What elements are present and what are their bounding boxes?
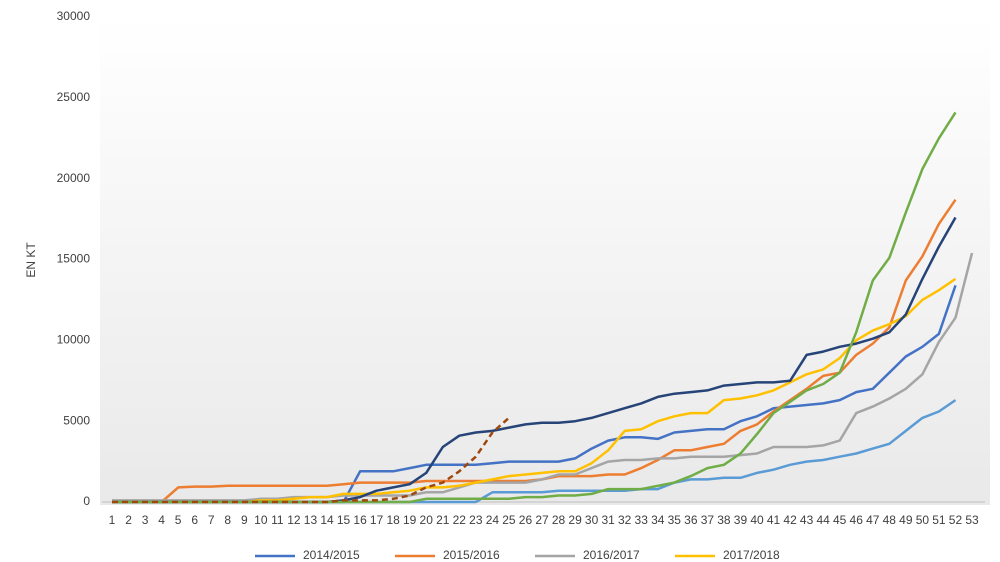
y-tick-label: 20000 [57,171,91,185]
y-tick-label: 5000 [63,413,90,427]
x-tick-label: 19 [403,513,417,527]
x-tick-label: 42 [783,513,797,527]
x-tick-label: 14 [320,513,334,527]
x-tick-label: 24 [486,513,500,527]
x-tick-label: 16 [353,513,367,527]
x-tick-label: 11 [271,513,284,527]
y-tick-label: 15000 [57,252,91,266]
x-tick-label: 15 [337,513,351,527]
x-tick-label: 7 [208,513,215,527]
x-tick-label: 29 [568,513,582,527]
x-tick-label: 34 [651,513,665,527]
x-tick-label: 40 [750,513,764,527]
x-tick-label: 36 [684,513,698,527]
x-tick-label: 4 [158,513,165,527]
x-tick-label: 6 [191,513,198,527]
x-tick-label: 41 [767,513,781,527]
x-tick-label: 39 [734,513,748,527]
x-tick-label: 13 [304,513,318,527]
y-tick-label: 0 [83,494,90,508]
x-tick-label: 26 [519,513,533,527]
series-line [112,252,974,502]
x-tick-label: 38 [717,513,731,527]
x-tick-label: 20 [420,513,434,527]
x-tick-label: 8 [224,513,231,527]
x-tick-label: 9 [241,513,248,527]
legend-label: 2015/2016 [443,548,500,562]
x-tick-label: 31 [601,513,615,527]
x-tick-label: 25 [502,513,516,527]
x-tick-label: 33 [635,513,649,527]
x-tick-label: 51 [932,513,946,527]
x-tick-label: 46 [850,513,864,527]
x-tick-label: 10 [254,513,268,527]
x-tick-label: 22 [453,513,467,527]
x-tick-label: 17 [370,513,384,527]
x-tick-label: 18 [386,513,400,527]
x-tick-label: 5 [175,513,182,527]
x-tick-label: 32 [618,513,632,527]
x-tick-label: 52 [949,513,963,527]
x-tick-label: 28 [552,513,566,527]
x-tick-label: 30 [585,513,599,527]
x-tick-label: 43 [800,513,814,527]
legend-label: 2014/2015 [303,548,360,562]
series-line [112,416,510,504]
x-tick-label: 44 [816,513,830,527]
x-tick-label: 12 [287,513,301,527]
y-tick-label: 10000 [57,333,91,347]
x-tick-label: 23 [469,513,483,527]
x-tick-label: 50 [916,513,930,527]
x-tick-label: 53 [965,513,979,527]
x-tick-label: 2 [125,513,132,527]
x-tick-label: 3 [142,513,149,527]
x-tick-label: 47 [866,513,880,527]
plot-background [100,15,990,505]
x-tick-label: 35 [668,513,682,527]
y-tick-label: 25000 [57,90,91,104]
x-tick-label: 49 [899,513,913,527]
x-tick-label: 1 [109,513,116,527]
x-tick-label: 45 [833,513,847,527]
x-tick-label: 48 [883,513,897,527]
y-tick-label: 30000 [57,9,91,23]
y-axis-label: EN KT [24,242,38,278]
legend-label: 2016/2017 [583,548,640,562]
x-tick-label: 27 [535,513,549,527]
x-tick-label: 21 [436,513,450,527]
x-tick-label: 37 [701,513,715,527]
legend-label: 2017/2018 [723,548,780,562]
